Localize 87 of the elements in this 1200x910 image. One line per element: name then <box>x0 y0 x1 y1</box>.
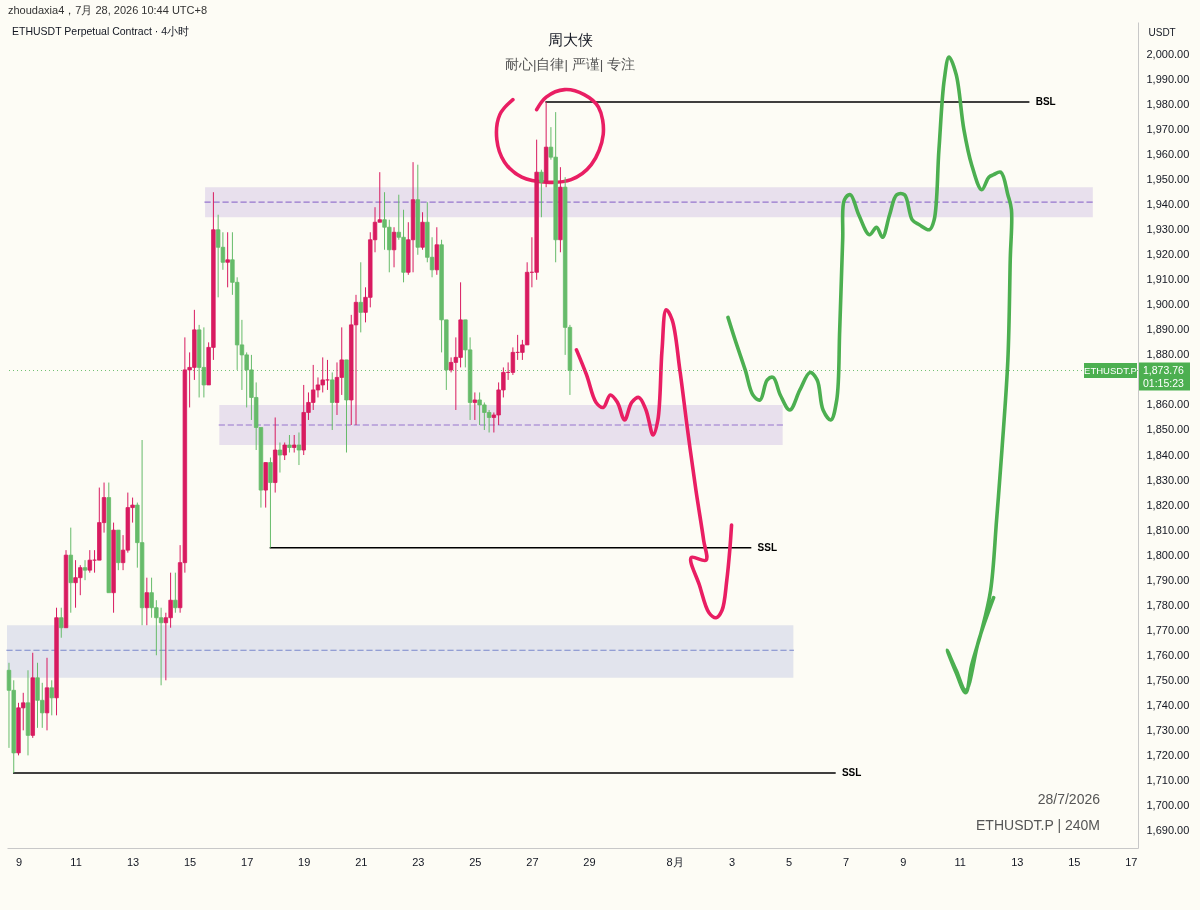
annotation: BSL <box>1035 96 1056 108</box>
y-tick-label: 1,690.00 <box>1146 823 1190 836</box>
y-tick-label: 1,800.00 <box>1146 548 1190 561</box>
y-tick-label: 1,750.00 <box>1146 673 1190 686</box>
x-tick-label: 11 <box>954 855 966 868</box>
candlestick <box>539 169 544 218</box>
y-tick-label: 1,830.00 <box>1146 473 1190 486</box>
annotation: SSL <box>757 541 778 553</box>
candlestick <box>472 391 478 421</box>
y-tick-label: 1,780.00 <box>1146 598 1190 611</box>
x-tick-label: 5 <box>786 855 793 868</box>
y-tick-label: 1,840.00 <box>1146 448 1190 461</box>
y-tick-label: 1,980.00 <box>1146 98 1190 111</box>
y-tick-label: 1,920.00 <box>1146 248 1190 261</box>
x-tick-label: 3 <box>728 855 736 868</box>
x-tick-label: 17 <box>1125 855 1138 868</box>
annotation: SSL <box>841 766 862 778</box>
y-tick-label: 1,970.00 <box>1146 123 1190 136</box>
x-tick-label: 13 <box>1011 855 1024 868</box>
ref-line-label: ETHUSDT.P <box>1084 364 1137 376</box>
y-tick-label: 1,730.00 <box>1146 723 1190 736</box>
x-tick-label: 7 <box>843 855 850 868</box>
x-tick-label: 17 <box>241 855 254 868</box>
candlestick <box>330 371 335 431</box>
y-tick-label: 1,810.00 <box>1146 523 1190 536</box>
text: 01:15:23 <box>1143 376 1185 389</box>
text: 1,873.76 <box>1143 363 1185 376</box>
x-tick-label: 15 <box>184 855 197 868</box>
y-tick-label: 1,820.00 <box>1146 498 1190 511</box>
candlestick <box>296 432 302 466</box>
candlestick <box>215 214 221 298</box>
candlestick <box>158 607 164 686</box>
candlestick <box>144 577 150 626</box>
y-tick-label: 1,740.00 <box>1146 698 1190 711</box>
y-tick-label: 1,700.00 <box>1146 798 1190 811</box>
candlestick <box>59 607 64 639</box>
y-tick-label: 1,710.00 <box>1146 773 1190 786</box>
y-tick-label: 1,770.00 <box>1146 623 1190 636</box>
y-tick-label: 1,960.00 <box>1146 148 1190 161</box>
x-tick-label: 19 <box>298 855 311 868</box>
candlestick <box>225 231 230 288</box>
y-tick-label: 1,850.00 <box>1146 423 1190 436</box>
y-axis-title: USDT <box>1148 26 1176 38</box>
candlestick <box>82 559 88 581</box>
y-tick-label: 1,910.00 <box>1146 273 1190 286</box>
annotation: ETHUSDT Perpetual Contract · 4小时 <box>12 25 190 37</box>
x-tick-label: 15 <box>1068 855 1081 868</box>
line-series <box>494 87 606 185</box>
candlestick <box>201 326 207 398</box>
candlestick <box>353 294 359 426</box>
x-tick-label: 9 <box>900 855 907 868</box>
candlestick <box>49 679 54 716</box>
candlestick <box>173 572 178 614</box>
x-tick-label: 29 <box>583 855 596 868</box>
text: 耐心|自律| 严谨| 专注 <box>504 57 636 72</box>
line-series <box>574 308 734 620</box>
annotation: 28/7/2026 <box>1037 791 1101 807</box>
y-tick-label: 1,950.00 <box>1146 173 1190 186</box>
candlestick <box>277 442 283 474</box>
x-tick-label: 8月 <box>666 855 684 868</box>
candlestick <box>268 457 273 549</box>
text: zhoudaxia4，7月 28, 2026 10:44 UTC+8 <box>8 4 208 16</box>
x-tick-label: 27 <box>526 855 539 868</box>
y-tick-label: 1,880.00 <box>1146 348 1190 361</box>
y-tick-label: 1,940.00 <box>1146 198 1190 211</box>
y-tick-label: 1,990.00 <box>1146 73 1190 86</box>
y-tick-label: 1,790.00 <box>1146 573 1190 586</box>
x-tick-label: 11 <box>70 855 82 868</box>
text: 周大侠 <box>547 31 593 48</box>
x-tick-label: 9 <box>15 855 23 868</box>
y-tick-label: 1,930.00 <box>1146 223 1190 236</box>
candlestick <box>358 261 363 333</box>
y-tick-label: 1,900.00 <box>1146 298 1190 311</box>
x-tick-label: 13 <box>126 855 140 868</box>
candlestick <box>391 226 397 268</box>
y-tick-label: 1,760.00 <box>1146 648 1190 661</box>
y-tick-label: 1,860.00 <box>1146 398 1190 411</box>
candlestick <box>87 549 92 574</box>
x-tick-label: 23 <box>412 855 425 868</box>
candlestick <box>510 346 516 376</box>
annotation: ETHUSDT.P | 240M <box>976 817 1100 833</box>
y-tick-label: 2,000.00 <box>1146 48 1190 61</box>
y-tick-label: 1,890.00 <box>1146 323 1190 336</box>
x-tick-label: 25 <box>469 855 482 868</box>
candlestick <box>320 356 325 393</box>
x-tick-label: 21 <box>355 855 368 868</box>
y-tick-label: 1,720.00 <box>1146 748 1190 761</box>
